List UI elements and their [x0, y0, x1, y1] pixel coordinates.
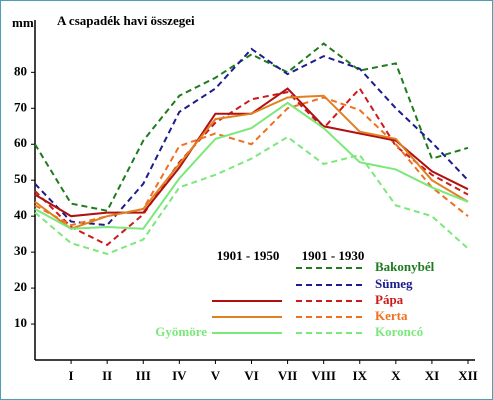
x-tick-label: I: [69, 368, 74, 383]
x-tick-label: IV: [172, 368, 187, 383]
y-tick-label: 10: [14, 315, 27, 330]
series-line: [34, 135, 469, 255]
series-line: [34, 94, 469, 230]
x-tick-label: VII: [278, 368, 298, 383]
x-tick-label: III: [136, 368, 151, 383]
x-tick-label: VI: [244, 368, 258, 383]
legend-label: Koroncó: [375, 324, 423, 339]
legend-label: Pápa: [375, 292, 404, 307]
series-line: [34, 42, 469, 212]
legend-header: 1901 - 1950: [217, 248, 280, 263]
x-tick-label: IX: [353, 368, 368, 383]
legend-label: Kerta: [375, 308, 408, 323]
x-tick-label: V: [211, 368, 221, 383]
y-tick-label: 60: [14, 135, 27, 150]
series-line: [34, 101, 469, 230]
y-tick-label: 80: [14, 63, 27, 78]
series-line: [34, 86, 469, 247]
x-tick-label: X: [391, 368, 401, 383]
y-tick-label: 50: [14, 171, 27, 186]
legend-label: Sümeg: [375, 276, 413, 291]
y-tick-label: 40: [14, 207, 27, 222]
chart-title: A csapadék havi összegei: [57, 13, 195, 28]
y-tick-label: 30: [14, 243, 27, 258]
x-tick-label: XII: [458, 368, 478, 383]
legend-header: 1901 - 1930: [302, 248, 365, 263]
series-line: [34, 96, 469, 227]
y-axis-label: mm: [12, 15, 34, 30]
x-tick-label: II: [102, 368, 112, 383]
y-tick-label: 20: [14, 279, 27, 294]
legend-label: Bakonybél: [375, 259, 435, 274]
x-tick-label: VIII: [311, 368, 336, 383]
x-tick-label: XI: [425, 368, 439, 383]
series-line: [34, 47, 469, 227]
legend-label: Gyömöre: [155, 324, 207, 339]
y-tick-label: 70: [14, 99, 27, 114]
